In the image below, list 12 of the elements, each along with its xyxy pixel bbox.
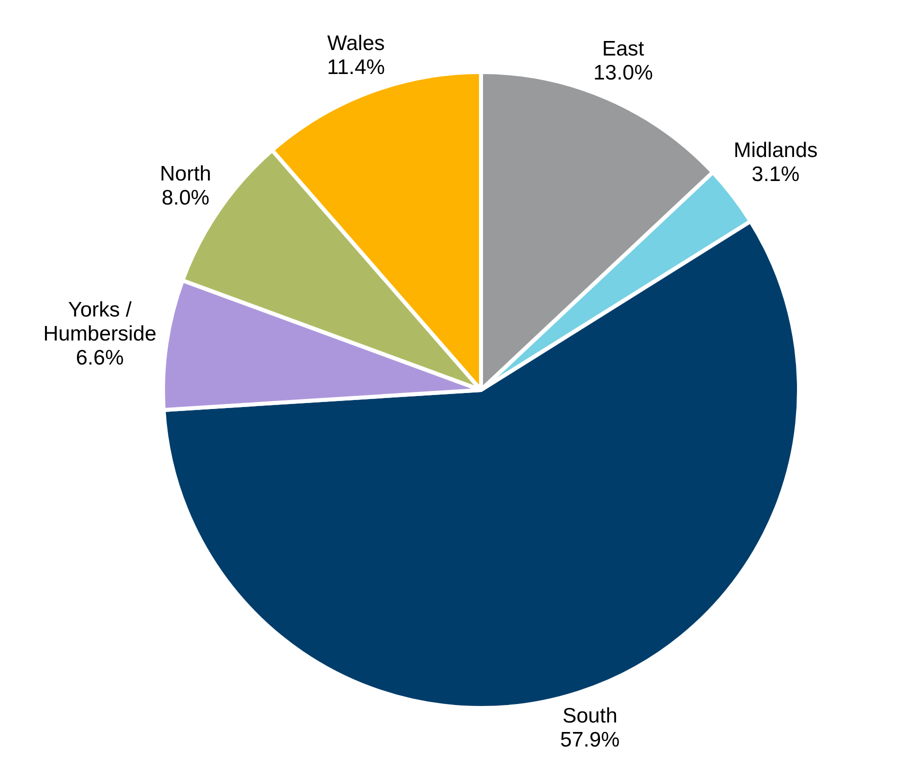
data-label: 13.0% [593,61,653,84]
data-label: 57.9% [560,728,620,752]
slice-label: East [602,37,644,60]
slice-label: North [160,162,212,186]
data-label: 8.0% [162,186,210,210]
data-label: 11.4% [326,56,385,79]
slice-label: Midlands [734,138,818,162]
slice-label: Wales [327,32,385,55]
slice-label: South [562,704,618,728]
slice-label: Yorks / Humberside [43,298,156,346]
data-label: 6.6% [76,346,124,370]
data-label: 3.1% [752,162,800,186]
